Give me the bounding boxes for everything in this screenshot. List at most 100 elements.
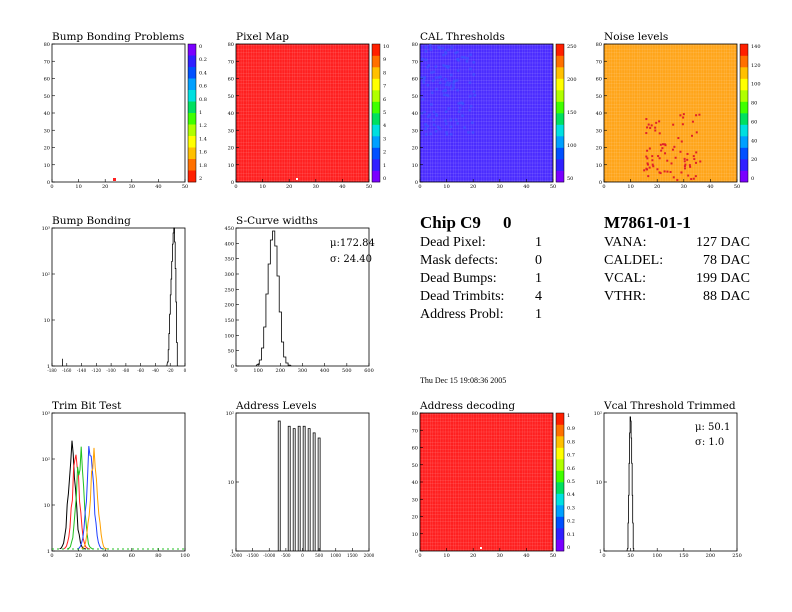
histogram-line [255,230,292,367]
x-tick-label: 50 [550,553,556,559]
heatmap-fill [604,44,737,182]
pixel-cell [444,64,448,68]
y-tick-label: 10 [228,480,234,486]
color-scale-band [372,124,380,137]
pixel-cell [431,79,435,82]
y-tick-label: 70 [596,59,602,65]
x-tick-label: 40 [339,184,345,190]
address-peak [307,428,311,551]
pixel-cell [452,83,455,87]
x-tick-label: 30 [129,184,135,190]
y-tick-label: 80 [228,42,234,48]
z-tick-label: 1 [383,163,386,169]
pixel-cell [468,108,472,112]
z-tick-label: 0.2 [567,519,575,525]
x-tick-label: 0 [602,184,605,190]
address-peak [277,420,281,551]
color-scale-band [188,101,196,114]
pixel-cell [472,61,476,64]
pixel-cell [444,50,447,54]
x-tick-label: 10 [443,184,449,190]
pixel-cell [444,83,448,87]
pixel-cell [463,56,466,59]
summary-value: 0 [535,253,542,268]
x-tick-label: -20 [167,368,174,373]
x-tick-label: 100 [253,368,263,374]
noisy-pixel [695,161,698,164]
color-scale-band [740,159,748,171]
x-tick-label: 20 [102,184,108,190]
z-tick-label: 2 [199,176,202,182]
module-value: 88 DAC [702,289,750,304]
noisy-pixel [663,170,666,173]
z-tick-label: 10 [383,44,389,50]
noisy-pixel [684,163,687,166]
pixel-cell [463,126,466,129]
y-tick-label: 80 [596,42,602,48]
pixel-cell [426,115,430,118]
noisy-pixel [683,157,686,160]
z-tick-label: 20 [751,157,757,163]
noisy-pixel [643,169,646,172]
z-tick-label: 0 [751,176,754,182]
noisy-pixel [666,170,669,173]
pixel-cell [457,59,460,62]
noisy-pixel [691,134,694,137]
pixel-cell [466,57,469,60]
noisy-pixel [647,175,650,178]
x-tick-label: 50 [734,184,740,190]
noisy-pixel [659,172,662,175]
noisy-pixel [652,165,655,168]
pixel-cell [445,131,448,134]
y-tick-label: 20 [596,146,602,152]
pixel-cell [426,83,430,87]
x-tick-label: -100 [106,368,116,373]
x-tick-label: -60 [137,368,144,373]
noisy-pixel [677,137,680,140]
noisy-pixel [646,149,649,152]
x-tick-label: 500 [342,368,352,374]
y-tick-label: 40 [44,111,50,117]
stat-sigma: σ: 24.40 [330,254,372,265]
x-tick-label: 600 [364,368,374,374]
noisy-pixel [648,166,651,169]
pixel-cell [421,79,425,82]
color-scale-band [372,147,380,160]
pixel-cell [447,83,451,87]
y-tick-label: 40 [228,111,234,117]
z-tick-label: 0.9 [567,426,575,432]
noisy-pixel [692,177,695,180]
histogram-line [166,227,178,367]
module-label: VCAL: [604,271,646,286]
histogram-line [626,416,635,552]
z-tick-label: 250 [567,44,577,50]
pixel-cell [424,58,428,62]
x-tick-label: 40 [102,553,108,559]
pixel-cell [449,133,453,136]
x-tick-label: -160 [62,368,72,373]
noisy-pixel [681,123,684,126]
x-tick-label: 250 [732,553,742,559]
z-tick-label: 0 [199,44,202,50]
pixel-cell [435,114,439,117]
pixel-cell [457,102,460,105]
x-tick-label: 1000 [330,553,341,558]
noisy-pixel [691,120,694,123]
panel-title: Pixel Map [236,31,289,43]
noisy-pixel [688,164,691,167]
noisy-pixel [658,171,661,174]
pixel-cell [449,118,453,122]
x-tick-label: 10 [259,184,265,190]
color-scale-band [556,67,564,79]
y-tick-label: 20 [228,146,234,152]
x-tick-label: 20 [654,184,660,190]
noisy-pixel [658,132,661,135]
pixel-cell [449,125,453,129]
z-tick-label: 0 [383,176,386,182]
x-tick-label: 200 [706,553,716,559]
pixel-cell [454,118,458,122]
x-tick-label: 0 [234,368,237,374]
pixel-cell [468,81,472,84]
module-summary: M7861-01-1 VANA: 127 DAC CALDEL: 78 DAC VC… [604,212,750,306]
y-tick-label: 10 [44,318,50,324]
